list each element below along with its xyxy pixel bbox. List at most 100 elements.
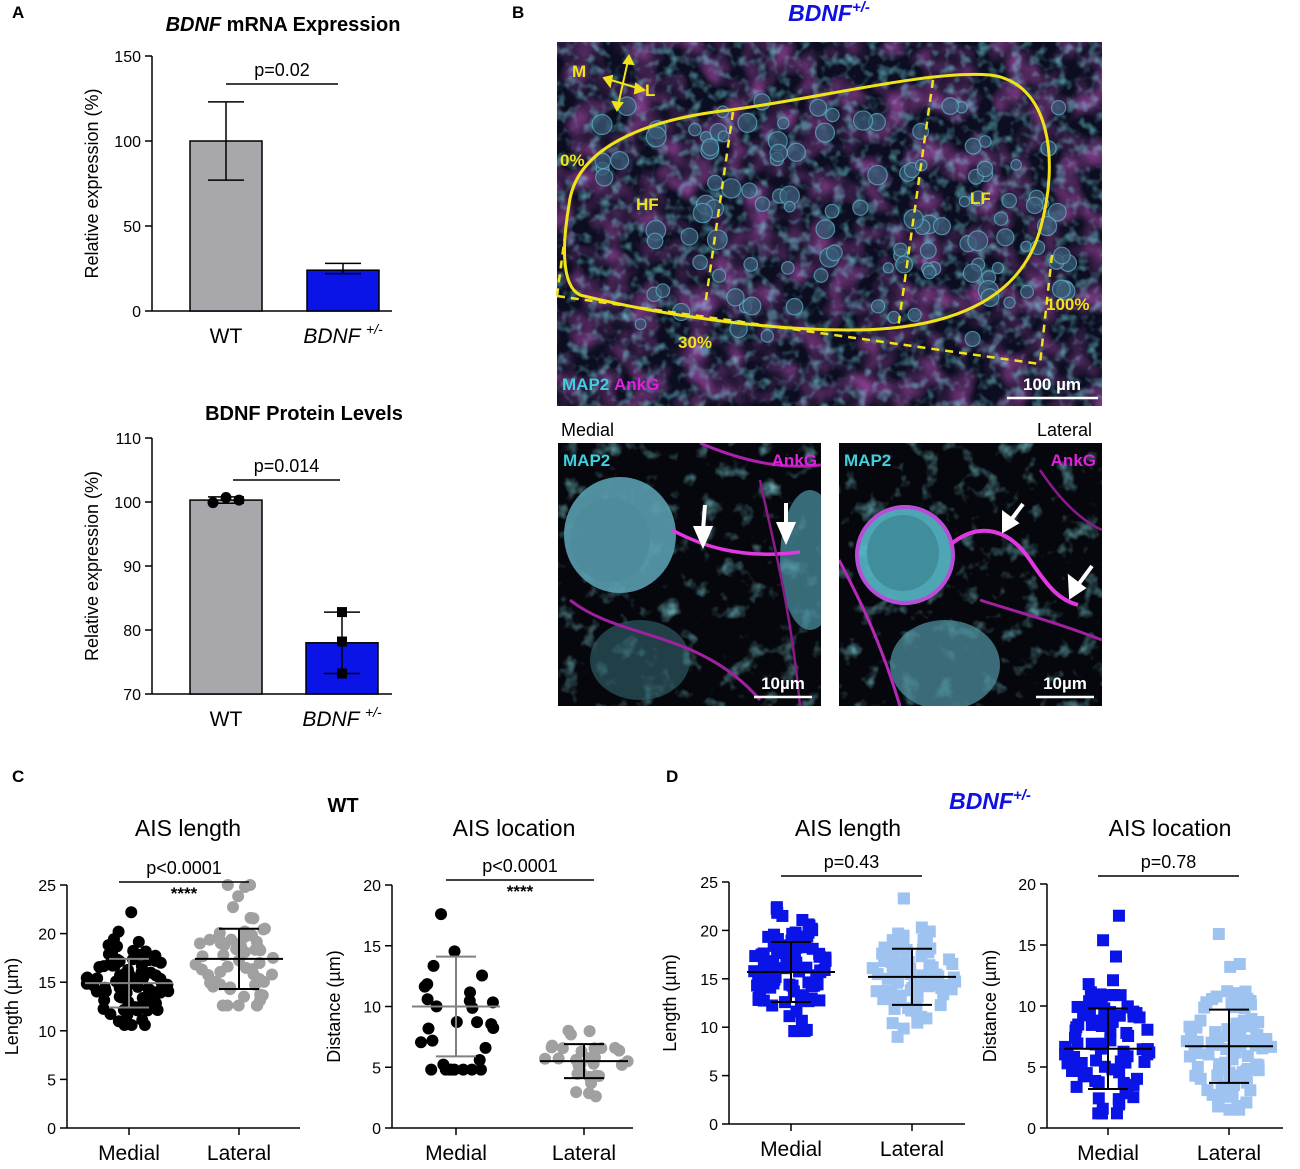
data-point	[934, 999, 947, 1012]
y-tick-label: 5	[1027, 1060, 1036, 1077]
y-tick-label: 10	[363, 1000, 381, 1017]
region-divisions	[555, 79, 1054, 366]
data-point	[1109, 950, 1122, 963]
inset-medial-label: Medial	[561, 420, 614, 440]
data-point	[337, 636, 347, 647]
data-point	[1066, 1065, 1079, 1078]
data-point	[142, 982, 155, 995]
arrow-icon	[1002, 502, 1094, 600]
data-point	[466, 1001, 479, 1014]
data-point	[1240, 1064, 1253, 1077]
data-point	[90, 985, 103, 998]
data-point	[485, 1018, 498, 1031]
data-point	[80, 972, 93, 985]
bar	[189, 499, 263, 695]
data-point	[806, 942, 819, 955]
chart-title: BDNF mRNA Expression	[166, 14, 401, 36]
data-point	[1224, 960, 1237, 973]
chart-title: AIS length	[135, 815, 241, 841]
data-point	[800, 1023, 813, 1036]
panel-label-b: B	[512, 3, 524, 22]
data-point	[1112, 909, 1125, 922]
data-point	[897, 1022, 910, 1035]
x-tick-label: BDNF +/-	[303, 321, 383, 348]
data-point	[1228, 991, 1241, 1004]
data-point	[539, 1052, 552, 1065]
data-point	[457, 1063, 470, 1076]
data-point	[588, 1042, 601, 1055]
x-tick-label: Lateral	[880, 1138, 944, 1161]
data-point	[265, 968, 278, 981]
data-point	[479, 1041, 492, 1054]
data-point	[249, 978, 262, 991]
data-point	[1075, 1057, 1088, 1070]
panel-label-c: C	[12, 767, 24, 786]
y-tick-label: 15	[38, 975, 56, 992]
group-title-wt: WT	[327, 795, 358, 817]
data-point	[1212, 1100, 1225, 1113]
data-point	[800, 961, 813, 974]
data-point	[337, 607, 347, 618]
data-point	[216, 999, 229, 1012]
data-point	[132, 948, 145, 961]
compass-icon	[602, 54, 647, 112]
chart-title: BDNF Protein Levels	[205, 403, 403, 425]
data-point	[757, 947, 770, 960]
p-value: p<0.0001	[482, 856, 558, 876]
label-lf: LF	[970, 189, 991, 208]
x-tick-label: Lateral	[207, 1142, 271, 1165]
data-point	[1082, 978, 1095, 991]
data-point	[570, 1086, 583, 1099]
data-point	[897, 892, 910, 905]
data-point	[1212, 928, 1225, 941]
data-point	[1201, 1084, 1214, 1097]
data-point	[1089, 1038, 1102, 1051]
data-point	[1239, 985, 1252, 998]
x-tick-label: WT	[210, 708, 243, 731]
inset-lateral-label: Lateral	[1037, 420, 1092, 440]
data-point	[238, 925, 251, 938]
data-point	[97, 960, 110, 973]
data-point	[151, 1003, 164, 1016]
p-value: p<0.0001	[146, 858, 222, 878]
data-point	[151, 986, 164, 999]
p-value: p=0.02	[254, 60, 310, 80]
chart-mrna-expression: 0 50 100 150 BDNF mRNA Expression Relative ex…	[82, 14, 400, 348]
data-point	[1094, 988, 1107, 1001]
data-point	[435, 908, 448, 921]
data-point	[247, 968, 260, 981]
data-point	[1244, 995, 1257, 1008]
data-point	[1068, 1031, 1081, 1044]
y-tick-label: 20	[363, 878, 381, 895]
y-tick-label: 70	[123, 687, 141, 704]
main-micrograph	[557, 42, 1102, 406]
y-tick-label: 10	[1018, 999, 1036, 1016]
data-point	[136, 999, 149, 1012]
data-point	[1141, 1023, 1154, 1036]
data-point	[414, 1036, 427, 1049]
chart-title: AIS location	[1109, 815, 1232, 841]
data-point	[1191, 1060, 1204, 1073]
p-value: p=0.78	[1141, 852, 1197, 872]
y-tick-label: 10	[38, 1024, 56, 1041]
data-point	[1092, 1014, 1105, 1027]
data-point	[233, 494, 245, 506]
data-point	[115, 991, 128, 1004]
y-tick-label: 100	[114, 134, 141, 151]
data-point	[904, 968, 917, 981]
data-point	[1226, 1089, 1239, 1102]
inset-medial-ankg: AnkG	[772, 451, 817, 470]
x-tick-label: BDNF +/-	[302, 704, 382, 731]
chart-bdnf-ais-location: 0 5 10 15 20 AIS location Distance (µm) Medial L…	[980, 815, 1283, 1165]
data-point	[98, 994, 111, 1007]
data-point	[897, 929, 910, 942]
compass-m: M	[572, 62, 586, 81]
pct-30: 30%	[678, 333, 712, 352]
data-point	[552, 1052, 565, 1065]
data-point	[118, 1018, 131, 1031]
chart-wt-ais-length: 0 5 10 15 20 25 AIS length Length (µm) Medial Lat…	[2, 815, 300, 1165]
y-tick-label: 110	[115, 431, 141, 448]
y-tick-label: 90	[123, 559, 141, 576]
y-tick-label: 0	[372, 1121, 381, 1138]
inset-lateral-ankg: AnkG	[1051, 451, 1096, 470]
